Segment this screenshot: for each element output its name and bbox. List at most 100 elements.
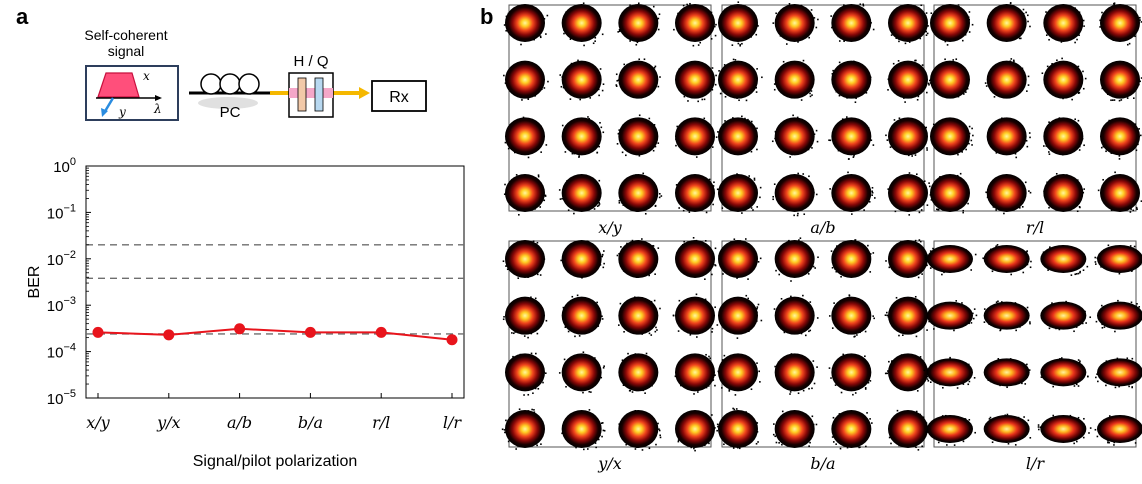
- scatter-speck: [797, 392, 800, 395]
- symbol-cluster: [888, 296, 928, 335]
- scatter-speck: [1139, 19, 1141, 21]
- scatter-speck: [926, 204, 929, 206]
- scatter-speck: [1075, 273, 1078, 275]
- scatter-speck: [1113, 2, 1115, 5]
- scatter-speck: [774, 435, 777, 438]
- scatter-speck: [593, 208, 596, 210]
- x-tick-label: a/b: [227, 413, 252, 432]
- symbol-cluster: [774, 4, 815, 42]
- scatter-speck: [559, 74, 562, 76]
- scatter-speck: [756, 148, 758, 151]
- scatter-speck: [924, 254, 927, 257]
- scatter-speck: [721, 387, 723, 389]
- ber-series: [92, 323, 458, 346]
- scatter-speck: [1076, 38, 1078, 41]
- scatter-speck: [780, 297, 783, 300]
- scatter-speck: [537, 387, 540, 390]
- scatter-speck: [753, 179, 756, 181]
- scatter-speck: [732, 407, 734, 410]
- scatter-speck: [949, 356, 951, 359]
- scatter-speck: [648, 117, 651, 120]
- scatter-speck: [914, 59, 916, 62]
- scatter-speck: [919, 356, 922, 358]
- scatter-speck: [602, 429, 605, 432]
- scatter-speck: [616, 143, 619, 145]
- scatter-speck: [1020, 37, 1022, 40]
- scatter-speck: [502, 260, 505, 263]
- scatter-speck: [1100, 304, 1103, 307]
- scatter-speck: [1096, 435, 1099, 438]
- scatter-speck: [871, 422, 873, 424]
- scatter-speck: [600, 126, 603, 129]
- scatter-speck: [856, 334, 858, 336]
- scatter-speck: [603, 365, 605, 367]
- scatter-speck: [590, 391, 592, 393]
- symbol-cluster: [888, 353, 928, 392]
- scatter-speck: [1027, 84, 1030, 86]
- scatter-speck: [955, 58, 958, 60]
- scatter-speck: [592, 42, 595, 45]
- scatter-speck: [715, 136, 718, 138]
- scatter-speck: [1129, 245, 1132, 247]
- scatter-speck: [622, 384, 625, 386]
- rx-box: [371, 80, 427, 112]
- symbol-cluster: [774, 240, 815, 278]
- scatter-speck: [923, 369, 926, 372]
- scatter-speck: [561, 432, 563, 435]
- scatter-speck: [745, 99, 748, 102]
- scatter-speck: [532, 392, 534, 395]
- symbol-cluster: [927, 245, 973, 273]
- scatter-speck: [1139, 80, 1141, 83]
- scatter-speck: [735, 408, 738, 410]
- scatter-speck: [734, 59, 737, 61]
- scatter-speck: [925, 259, 927, 261]
- symbol-cluster: [930, 60, 970, 99]
- scatter-speck: [886, 314, 888, 317]
- scatter-speck: [603, 262, 605, 265]
- scatter-speck: [1045, 11, 1047, 13]
- scatter-speck: [718, 70, 720, 72]
- scatter-speck: [717, 425, 719, 428]
- scatter-speck: [631, 391, 634, 393]
- scatter-speck: [658, 429, 661, 432]
- scatter-speck: [933, 328, 935, 330]
- scatter-speck: [756, 68, 758, 70]
- scatter-speck: [1132, 209, 1135, 212]
- scatter-speck: [600, 376, 603, 379]
- symbol-cluster: [718, 60, 758, 99]
- scatter-speck: [993, 96, 996, 98]
- scatter-speck: [1045, 34, 1048, 36]
- scatter-speck: [1077, 272, 1080, 275]
- scatter-speck: [636, 41, 639, 44]
- scatter-speck: [971, 127, 973, 130]
- scatter-speck: [862, 3, 865, 6]
- x-tick-label: b/a: [298, 413, 323, 432]
- scatter-speck: [829, 188, 831, 190]
- scatter-speck: [567, 330, 570, 333]
- symbol-cluster: [888, 60, 928, 99]
- scatter-speck: [1058, 328, 1061, 331]
- symbol-cluster: [561, 296, 602, 335]
- scatter-speck: [1126, 97, 1129, 99]
- scatter-speck: [527, 393, 530, 396]
- scatter-speck: [999, 328, 1002, 331]
- symbol-cluster: [888, 174, 928, 212]
- scatter-speck: [1048, 327, 1051, 330]
- scatter-speck: [739, 44, 741, 47]
- scatter-speck: [544, 194, 547, 197]
- scatter-speck: [682, 4, 685, 7]
- scatter-speck: [809, 441, 811, 444]
- scatter-speck: [1029, 25, 1031, 28]
- scatter-speck: [957, 153, 959, 156]
- scatter-speck: [918, 211, 921, 214]
- ber-point: [446, 334, 458, 346]
- scatter-speck: [937, 441, 940, 444]
- symbol-cluster: [561, 4, 602, 42]
- scatter-speck: [778, 442, 780, 444]
- scatter-speck: [975, 314, 978, 317]
- symbol-cluster: [718, 353, 758, 392]
- scatter-speck: [867, 381, 870, 384]
- x-axis-ticks: x/y y/x a/b b/a r/l l/r: [86, 393, 462, 432]
- scatter-speck: [618, 129, 621, 131]
- scatter-speck: [1129, 211, 1132, 213]
